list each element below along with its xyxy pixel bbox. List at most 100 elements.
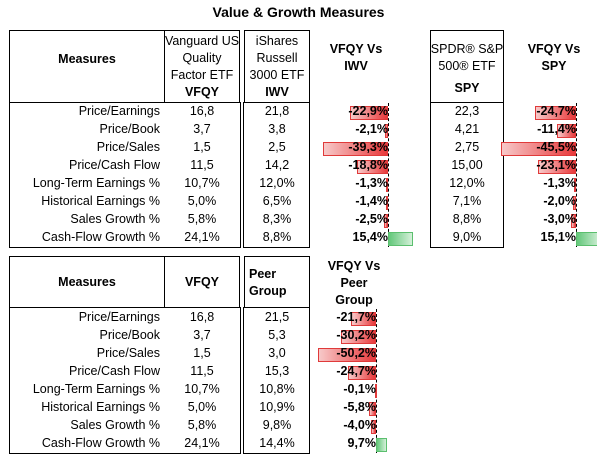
vs-peer-bar [318,348,376,362]
spy-value: 15,00 [451,158,483,172]
row-label: Price/Book [99,328,160,342]
vs-iwv-bar [388,232,414,246]
vs-peer-value: -21,7% [336,310,376,324]
t1-iwv-ticker: IWV [265,85,289,99]
spy-value: 22,3 [454,104,480,118]
iwv-value: 12,0% [259,176,295,190]
vs-iwv-value: -2,5% [355,212,388,226]
peer-value: 10,8% [259,382,295,396]
iwv-value: 3,8 [268,122,286,136]
vfqy-value: 1,5 [193,346,211,360]
t2-col-divider [240,307,244,454]
vs-iwv-bar [323,142,388,156]
vs-spy-value: -2,0% [543,194,576,208]
spy-value: 8,8% [452,212,482,226]
vs-peer-bar [341,330,376,344]
t2-peer-header: Peer Group [249,267,287,298]
iwv-value: 8,3% [262,212,292,226]
t1-cmp-iwv-header: VFQY Vs IWV [329,42,383,73]
vfqy-value: 24,1% [184,230,220,244]
t1-axis-iwv [388,103,389,247]
row-label: Sales Growth % [70,418,160,432]
iwv-value: 21,8 [264,104,290,118]
vfqy-value: 3,7 [193,328,211,342]
vs-iwv-value: -2,1% [355,122,388,136]
t1-col-divider [240,102,244,248]
t2-peer-header-box [244,256,310,308]
vfqy-value: 5,8% [187,418,217,432]
t2-body-box [9,307,310,454]
vs-spy-bar [572,196,576,210]
t1-spy-body-box [430,102,504,248]
t1-measures-label: Measures [58,52,116,66]
vs-peer-value: 9,7% [347,436,377,450]
vs-iwv-bar [384,124,388,138]
vs-iwv-bar [350,106,388,120]
vs-peer-bar [351,312,376,326]
t1-axis-spy [576,103,577,247]
vs-spy-bar [557,124,576,138]
vs-iwv-value: -18,8% [348,158,388,172]
vs-iwv-bar [383,214,388,228]
vs-iwv-bar [356,160,388,174]
vs-spy-value: -45,5% [536,140,576,154]
vs-peer-value: -4,0% [343,418,376,432]
peer-value: 21,5 [264,310,290,324]
row-label: Price/Earnings [78,310,160,324]
peer-value: 3,0 [268,346,286,360]
vs-spy-value: -3,0% [543,212,576,226]
t1-vfqy-header-box [164,30,240,103]
peer-value: 5,3 [268,328,286,342]
iwv-value: 2,5 [268,140,286,154]
t1-spy-name: SPDR® S&P 500® ETF [430,42,504,73]
vs-peer-bar [375,384,377,398]
iwv-value: 8,8% [262,230,292,244]
peer-value: 14,4% [259,436,295,450]
t1-spy-ticker: SPY [454,81,480,95]
row-label: Long-Term Earnings % [32,382,160,396]
t1-vfqy-header: Vanguard US Quality Factor ETF VFQY [164,33,240,101]
t2-axis-peer [376,309,377,453]
spy-value: 2,75 [454,140,480,154]
vfqy-value: 5,8% [187,212,217,226]
vs-iwv-bar [385,196,388,210]
row-label: Price/Sales [96,140,160,154]
spy-value: 9,0% [452,230,482,244]
vfqy-value: 1,5 [193,140,211,154]
t2-vfqy-header: VFQY [184,275,220,289]
t2-vfqy-header-box [164,256,240,308]
vs-spy-bar [537,160,576,174]
vs-spy-bar [535,106,576,120]
peer-value: 10,9% [259,400,295,414]
vs-iwv-value: -1,3% [355,176,388,190]
t1-spy-header: SPDR® S&P 500® ETF SPY [430,41,504,97]
t2-measures-label: Measures [58,275,116,289]
spy-value: 4,21 [454,122,480,136]
vs-iwv-value: -39,3% [348,140,388,154]
vfqy-value: 11,5 [190,158,214,172]
t1-body-box [9,102,310,248]
t1-vfqy-name: Vanguard US Quality Factor ETF [164,34,240,82]
t1-iwv-header: iShares Russell 3000 ETF IWV [244,33,310,101]
vs-spy-bar [571,214,576,228]
row-label: Price/Sales [96,346,160,360]
vfqy-value: 16,8 [189,104,215,118]
row-label: Historical Earnings % [41,400,160,414]
row-label: Historical Earnings % [41,194,160,208]
row-label: Sales Growth % [70,212,160,226]
row-label: Cash-Flow Growth % [41,436,160,450]
t1-iwv-name: iShares Russell 3000 ETF [249,34,305,82]
vs-peer-bar [369,402,376,416]
vs-peer-value: -5,8% [343,400,376,414]
vs-iwv-value: 15,4% [352,230,388,244]
vs-spy-value: -11,4% [537,122,576,136]
vfqy-value: 10,7% [184,382,220,396]
iwv-value: 6,5% [262,194,292,208]
row-label: Price/Cash Flow [69,158,160,172]
spy-value: 12,0% [449,176,485,190]
vfqy-value: 5,0% [187,194,217,208]
vs-peer-value: -24,7% [336,364,376,378]
vfqy-value: 11,5 [190,364,214,378]
vs-peer-value: -0,1% [343,382,376,396]
row-label: Long-Term Earnings % [32,176,160,190]
